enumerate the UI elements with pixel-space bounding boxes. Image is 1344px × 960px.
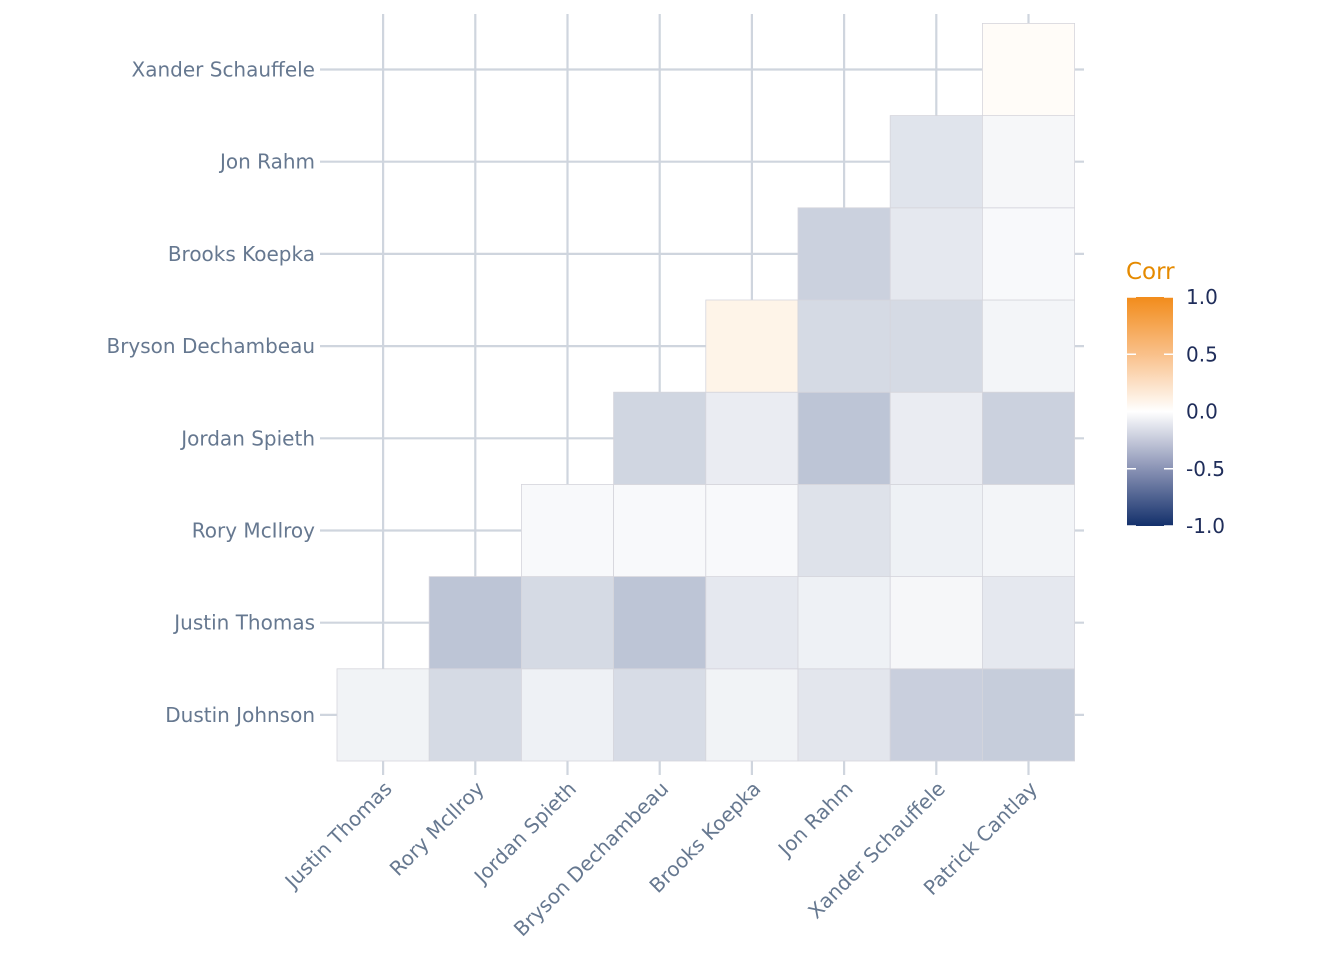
heatmap-cell	[797, 391, 891, 485]
heatmap-cell	[797, 576, 891, 670]
heatmap-cell	[705, 576, 799, 670]
heatmap-cell	[705, 391, 799, 485]
heatmap-cell	[982, 115, 1076, 209]
heatmap-cell	[705, 483, 799, 577]
heatmap-cell	[982, 391, 1076, 485]
heatmap-cell	[521, 483, 615, 577]
heatmap-cell	[889, 299, 983, 393]
heatmap-cell	[336, 668, 430, 762]
heatmap-cell	[889, 115, 983, 209]
color-legend: Corr 1.0 0.5 0.0 -0.5 -1.0	[1126, 259, 1225, 538]
y-tick-label: Rory McIlroy	[192, 519, 315, 543]
heatmap-cell	[705, 299, 799, 393]
legend-title: Corr	[1126, 259, 1175, 285]
heatmap-cell	[613, 668, 707, 762]
y-tick-label: Xander Schauffele	[132, 58, 315, 82]
heatmap-cell	[982, 576, 1076, 670]
heatmap-cell	[521, 576, 615, 670]
heatmap-cell	[889, 668, 983, 762]
heatmap-cell	[797, 483, 891, 577]
heatmap-cell	[982, 299, 1076, 393]
heatmap-cell	[705, 668, 799, 762]
legend-tick-label: 1.0	[1186, 285, 1218, 309]
y-tick-label: Brooks Koepka	[168, 242, 315, 266]
heatmap-cell	[982, 207, 1076, 301]
heatmap-cell	[889, 576, 983, 670]
y-tick-label: Jon Rahm	[218, 150, 315, 174]
heatmap-cell	[613, 576, 707, 670]
y-tick-label: Dustin Johnson	[165, 703, 315, 727]
y-tick-label: Bryson Dechambeau	[106, 334, 315, 358]
heatmap-cell	[613, 483, 707, 577]
heatmap-cell	[428, 668, 522, 762]
legend-ticks: 1.0 0.5 0.0 -0.5 -1.0	[1127, 285, 1225, 538]
heatmap-cell	[613, 391, 707, 485]
x-tick-label: Justin Thomas	[279, 777, 397, 895]
y-axis-ticks: Dustin Johnson Justin Thomas Rory McIlroy J…	[106, 58, 315, 727]
y-tick-label: Jordan Spieth	[179, 426, 315, 450]
x-tick-label: Bryson Dechambeau	[509, 777, 673, 941]
x-tick-label: Rory McIlroy	[385, 776, 489, 880]
heatmap-cell	[797, 299, 891, 393]
heatmap-cell	[797, 668, 891, 762]
heatmap-cell	[428, 576, 522, 670]
heatmap-cell	[521, 668, 615, 762]
heatmap-cell	[889, 391, 983, 485]
heatmap-cell	[797, 207, 891, 301]
legend-tick-label: 0.5	[1186, 342, 1218, 366]
legend-tick-label: 0.0	[1186, 400, 1218, 424]
y-tick-label: Justin Thomas	[172, 611, 315, 635]
x-tick-label: Jon Rahm	[772, 777, 858, 863]
heatmap-cell	[889, 207, 983, 301]
legend-tick-label: -1.0	[1186, 514, 1225, 538]
heatmap-cell	[982, 668, 1076, 762]
heatmap-cell	[982, 483, 1076, 577]
heatmap-cell	[982, 22, 1076, 116]
heatmap-cell	[889, 483, 983, 577]
legend-tick-label: -0.5	[1186, 457, 1225, 481]
heatmap-cells	[336, 22, 1076, 762]
